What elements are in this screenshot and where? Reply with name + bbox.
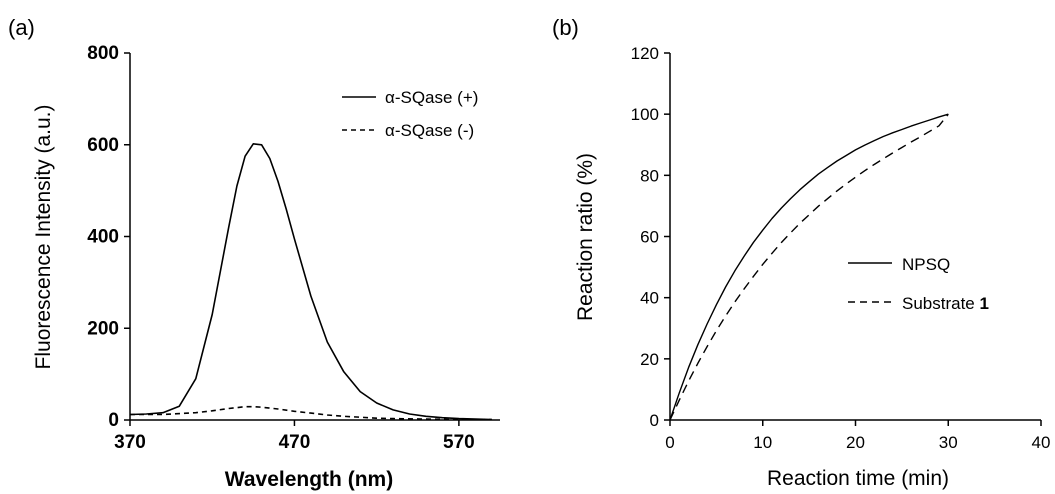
legend-label-npsq: NPSQ <box>902 255 950 274</box>
y-tick-label: 20 <box>640 350 659 369</box>
series-line-2 <box>669 113 949 421</box>
x-tick-label: 0 <box>665 433 674 452</box>
y-tick-label: 60 <box>640 228 659 247</box>
series-line-2 <box>130 405 492 421</box>
y-tick-label: 120 <box>631 44 659 63</box>
y-tick-label: 600 <box>87 135 119 156</box>
y-tick-label: 0 <box>650 411 659 430</box>
series-line-1 <box>669 113 949 421</box>
legend-label-substrate-prefix: Substrate <box>902 294 980 313</box>
legend-label-substrate-number: 1 <box>980 294 989 313</box>
legend-label-alpha-sqase-plus: α-SQase (+) <box>385 88 478 107</box>
legend-label-substrate-1: Substrate 1 <box>902 294 989 313</box>
panel-b-label: (b) <box>552 15 579 40</box>
y-tick-label: 40 <box>640 289 659 308</box>
y-tick-label: 0 <box>108 410 119 431</box>
y-tick-label: 80 <box>640 166 659 185</box>
panel-a-y-axis-label: Fluorescence Intensity (a.u.) <box>32 105 55 370</box>
x-tick-label: 30 <box>939 433 958 452</box>
panel-b-x-axis-label: Reaction time (min) <box>767 467 949 490</box>
panel-b: (b) Reaction ratio (%) Reaction time (mi… <box>552 15 1050 490</box>
x-tick-label: 20 <box>846 433 865 452</box>
panel-a-label: (a) <box>8 15 35 40</box>
panel-a: (a) Fluorescence Intensity (a.u.) Wavele… <box>8 15 500 491</box>
panel-b-legend: NPSQ Substrate 1 <box>848 255 989 313</box>
x-tick-label: 470 <box>279 432 311 453</box>
panel-b-y-axis-label: Reaction ratio (%) <box>574 153 597 321</box>
panel-a-legend: α-SQase (+) α-SQase (-) <box>342 88 478 140</box>
x-tick-label: 370 <box>114 432 146 453</box>
legend-label-alpha-sqase-minus: α-SQase (-) <box>385 121 474 140</box>
panel-b-axes: 0 20 40 60 80 100 120 0 10 20 30 40 <box>631 44 1051 452</box>
x-tick-label: 570 <box>443 432 475 453</box>
y-tick-label: 800 <box>87 43 119 64</box>
y-tick-label: 100 <box>631 105 659 124</box>
y-tick-label: 200 <box>87 318 119 339</box>
x-tick-label: 40 <box>1032 433 1051 452</box>
x-tick-label: 10 <box>753 433 772 452</box>
panel-a-x-axis-label: Wavelength (nm) <box>225 468 393 491</box>
series-line-1 <box>129 143 492 421</box>
y-tick-label: 400 <box>87 227 119 248</box>
